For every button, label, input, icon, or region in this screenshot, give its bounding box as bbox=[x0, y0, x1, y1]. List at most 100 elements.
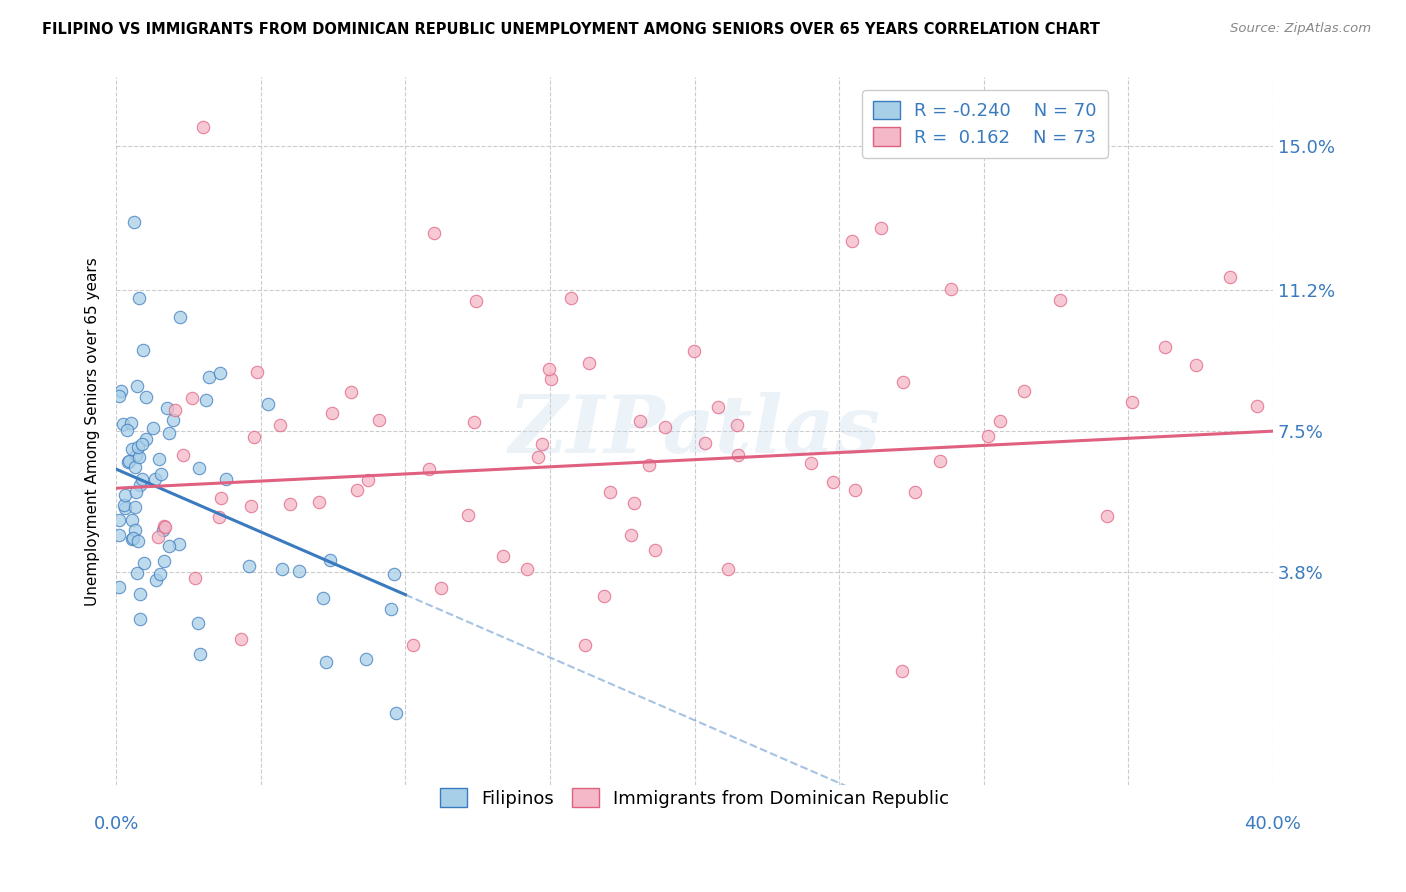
Point bbox=[153, 554, 176, 568]
Point bbox=[312, 591, 335, 605]
Point bbox=[423, 226, 446, 240]
Point bbox=[121, 442, 143, 456]
Point bbox=[891, 664, 914, 678]
Point bbox=[165, 403, 187, 417]
Point bbox=[124, 460, 146, 475]
Point bbox=[208, 509, 231, 524]
Point bbox=[270, 561, 292, 575]
Point bbox=[149, 566, 172, 581]
Point bbox=[142, 420, 165, 434]
Text: 40.0%: 40.0% bbox=[1244, 815, 1301, 833]
Point bbox=[214, 472, 236, 486]
Point bbox=[1185, 358, 1208, 372]
Point bbox=[385, 706, 408, 720]
Point bbox=[340, 384, 363, 399]
Point bbox=[184, 571, 207, 585]
Point bbox=[120, 416, 142, 430]
Point bbox=[108, 513, 131, 527]
Point bbox=[124, 500, 146, 515]
Point bbox=[152, 519, 174, 533]
Point bbox=[108, 389, 131, 403]
Point bbox=[169, 536, 191, 550]
Point bbox=[135, 390, 157, 404]
Point bbox=[418, 462, 440, 476]
Point bbox=[121, 512, 143, 526]
Legend: Filipinos, Immigrants from Dominican Republic: Filipinos, Immigrants from Dominican Rep… bbox=[433, 781, 956, 814]
Point bbox=[457, 508, 479, 522]
Point bbox=[108, 528, 131, 542]
Point bbox=[132, 556, 155, 570]
Point bbox=[401, 638, 423, 652]
Point bbox=[148, 452, 170, 467]
Point bbox=[131, 472, 153, 486]
Point bbox=[198, 369, 221, 384]
Point bbox=[904, 485, 927, 500]
Point bbox=[727, 448, 749, 462]
Point bbox=[162, 413, 184, 427]
Point bbox=[516, 562, 538, 576]
Point bbox=[321, 406, 343, 420]
Point bbox=[315, 655, 337, 669]
Point bbox=[939, 282, 962, 296]
Point bbox=[127, 440, 149, 454]
Point bbox=[623, 496, 645, 510]
Point bbox=[187, 616, 209, 631]
Point bbox=[157, 425, 180, 440]
Point bbox=[143, 472, 166, 486]
Point bbox=[257, 397, 280, 411]
Point bbox=[1121, 395, 1143, 409]
Point bbox=[464, 294, 486, 309]
Text: FILIPINO VS IMMIGRANTS FROM DOMINICAN REPUBLIC UNEMPLOYMENT AMONG SENIORS OVER 6: FILIPINO VS IMMIGRANTS FROM DOMINICAN RE… bbox=[42, 22, 1099, 37]
Point bbox=[191, 120, 214, 134]
Point bbox=[243, 430, 266, 444]
Point bbox=[114, 500, 136, 515]
Point bbox=[725, 417, 748, 432]
Point bbox=[280, 497, 302, 511]
Point bbox=[540, 372, 562, 386]
Point bbox=[1012, 384, 1035, 398]
Point bbox=[929, 454, 952, 468]
Point bbox=[149, 467, 172, 481]
Point bbox=[209, 491, 232, 506]
Point bbox=[430, 581, 453, 595]
Point bbox=[112, 498, 135, 512]
Text: 0.0%: 0.0% bbox=[94, 815, 139, 833]
Point bbox=[122, 215, 145, 229]
Point bbox=[357, 473, 380, 487]
Point bbox=[145, 573, 167, 587]
Point bbox=[129, 612, 152, 626]
Point bbox=[1049, 293, 1071, 307]
Point bbox=[988, 414, 1011, 428]
Point bbox=[172, 448, 194, 462]
Point bbox=[683, 344, 706, 359]
Point bbox=[124, 485, 146, 500]
Point bbox=[132, 343, 155, 358]
Point bbox=[125, 448, 148, 462]
Point bbox=[229, 632, 252, 647]
Point bbox=[891, 376, 914, 390]
Point bbox=[127, 533, 149, 548]
Point bbox=[118, 454, 141, 468]
Point bbox=[593, 589, 616, 603]
Point bbox=[1029, 140, 1052, 154]
Point bbox=[644, 543, 666, 558]
Y-axis label: Unemployment Among Seniors over 65 years: Unemployment Among Seniors over 65 years bbox=[86, 257, 100, 606]
Point bbox=[599, 485, 621, 500]
Point bbox=[560, 291, 582, 305]
Point bbox=[530, 436, 553, 450]
Point bbox=[124, 523, 146, 537]
Point bbox=[841, 234, 863, 248]
Point bbox=[977, 429, 1000, 443]
Point bbox=[121, 532, 143, 546]
Point bbox=[156, 401, 179, 416]
Point bbox=[717, 561, 740, 575]
Point bbox=[240, 499, 263, 513]
Point bbox=[574, 638, 596, 652]
Point bbox=[308, 495, 330, 509]
Point bbox=[127, 566, 149, 580]
Point bbox=[155, 520, 177, 534]
Point bbox=[110, 384, 132, 398]
Point bbox=[269, 418, 291, 433]
Text: ZIPatlas: ZIPatlas bbox=[509, 392, 880, 470]
Point bbox=[117, 455, 139, 469]
